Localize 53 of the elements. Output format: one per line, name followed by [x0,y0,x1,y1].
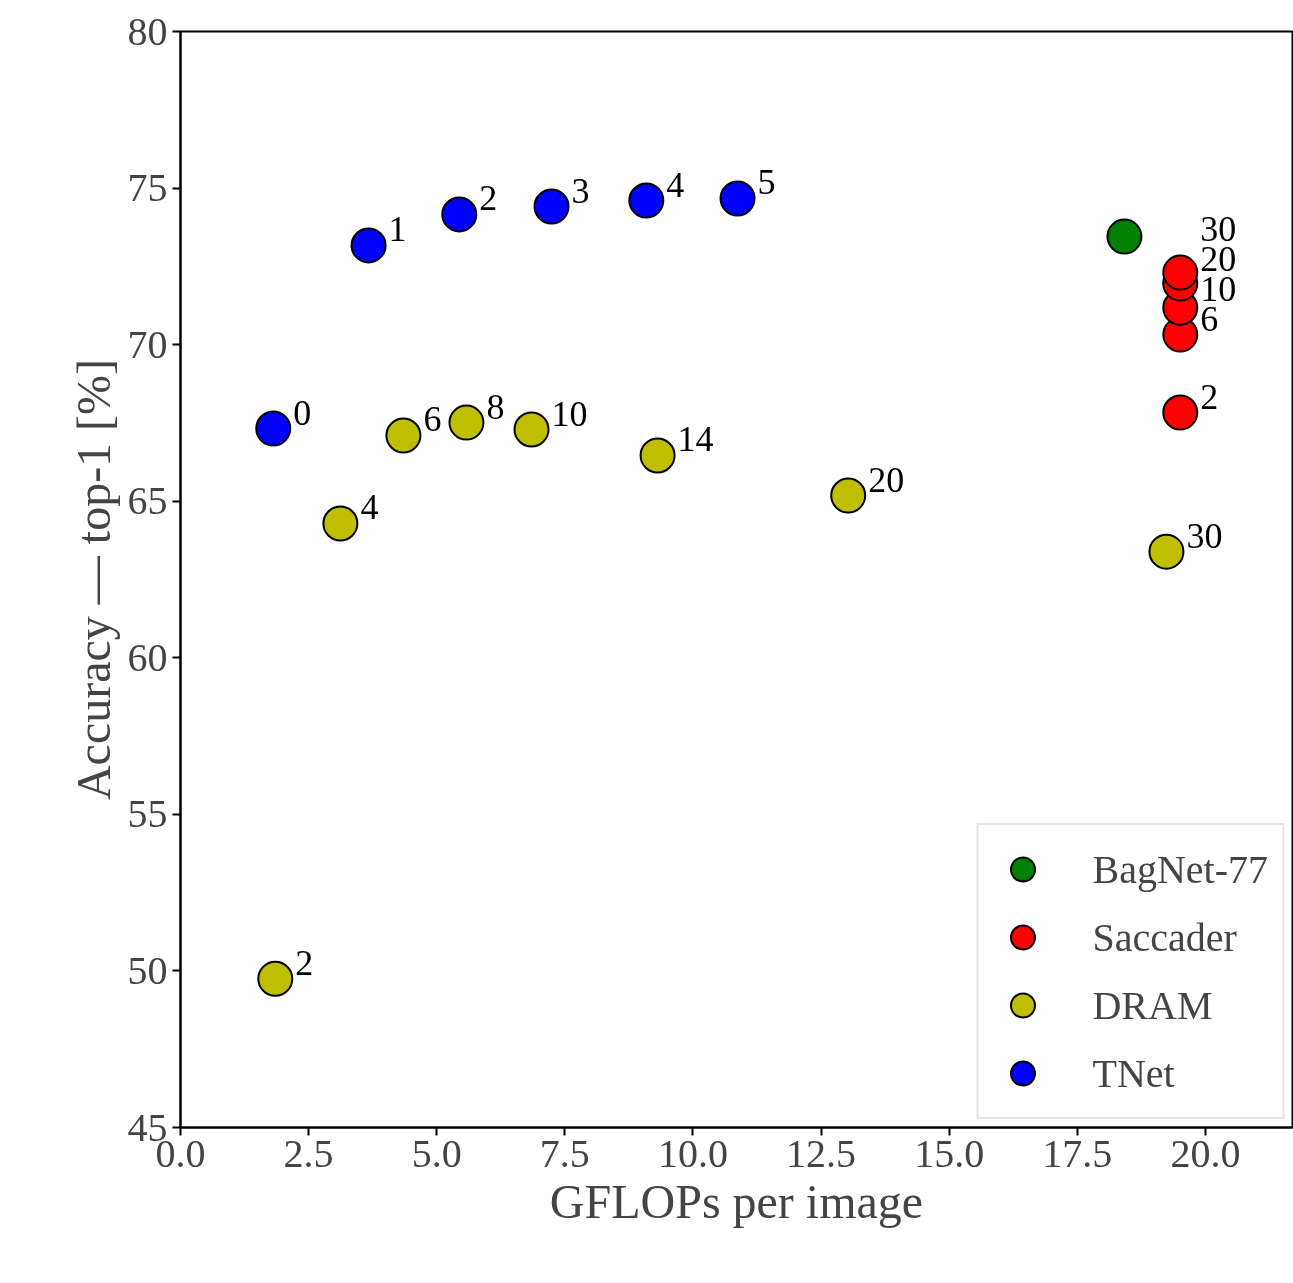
annotation: 2 [295,942,314,983]
point [719,180,756,217]
annotation: 30 [1186,515,1223,556]
annotation: 10 [551,393,588,434]
point [533,188,570,225]
legend-label: BagNet-77 [1092,845,1268,893]
y-tick-label: 80 [127,8,168,54]
annotation: 1 [388,209,407,250]
point [448,404,485,441]
point [513,411,550,448]
y-tick-label: 75 [127,165,168,211]
point [1162,254,1199,291]
point [639,437,676,474]
annotation: 20 [868,459,905,500]
y-tick-label: 50 [127,947,168,993]
point [255,410,292,447]
y-tick-label: 55 [127,791,168,837]
y-axis-title: Accuracy — top-1 [%] [66,358,120,801]
x-tick-label: 7.5 [539,1130,590,1176]
point [1106,218,1143,255]
legend-label: DRAM [1092,981,1213,1029]
annotation: 14 [677,419,714,460]
point [628,182,665,219]
x-tick-label: 17.5 [1042,1130,1113,1176]
annotation: 0 [293,392,312,433]
annotation: 2 [1200,376,1219,417]
annotation: 8 [486,386,505,427]
legend-label: Saccader [1092,913,1237,961]
point [1162,394,1199,431]
y-tick-label: 65 [127,478,168,524]
x-tick-label: 15.0 [914,1130,985,1176]
annotation: 2 [479,178,498,219]
annotation: 5 [757,162,776,203]
x-axis-title: GFLOPs per image [549,1174,924,1228]
point [322,505,359,542]
point [385,417,422,454]
point [830,477,867,514]
y-tick-label: 60 [127,634,168,680]
x-tick-label: 20.0 [1170,1130,1241,1176]
x-tick-label: 5.0 [411,1130,462,1176]
annotation: 4 [666,164,685,205]
y-tick-label: 70 [127,321,168,367]
point [441,196,478,233]
x-tick-label: 10.0 [657,1130,728,1176]
annotation: 6 [423,399,442,440]
annotation: 3 [571,170,590,211]
x-tick-label: 12.5 [786,1130,857,1176]
point [257,960,294,997]
x-tick-label: 2.5 [283,1130,334,1176]
legend-label: TNet [1092,1049,1175,1097]
point [1148,533,1185,570]
point [350,227,387,264]
annotation: 4 [360,487,379,528]
